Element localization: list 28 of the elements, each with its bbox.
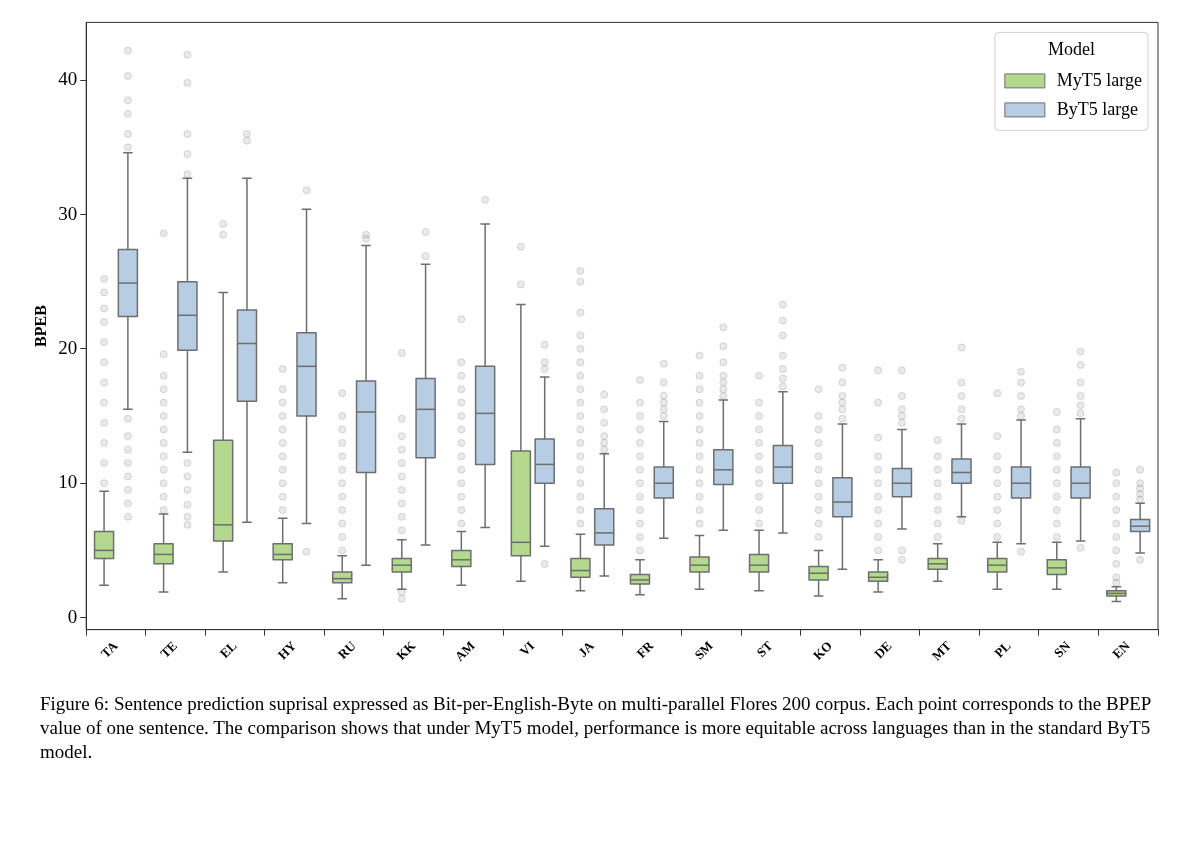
y-tick-label: 30 — [58, 202, 78, 224]
y-tick-label: 40 — [58, 68, 78, 90]
caption: Figure 6: Sentence prediction suprisal expressed as Bit-per-English-Byte on multi-parallel Flores 200 corpus. Each point corresponds to the BPEP value of one sentence. The comparison shows that under MyT5 model, performance is more equitable across languages than in the standard ByT5 model. — [40, 692, 1152, 764]
x-tick-label: JA — [574, 637, 598, 660]
x-tick-label: VI — [516, 638, 538, 659]
x-tick-label: EN — [1109, 637, 1134, 662]
y-tick-label: 10 — [58, 471, 78, 493]
y-tick-label: 0 — [67, 605, 78, 627]
x-tick-label: SN — [1050, 637, 1074, 661]
y-axis-title: BPEB — [31, 304, 49, 347]
legend-label: MyT5 large — [1056, 69, 1143, 90]
x-tick-label: HY — [274, 637, 300, 663]
x-tick-label: FR — [633, 637, 657, 661]
x-tick-label: EL — [216, 637, 240, 661]
x-tick-label: KK — [393, 637, 419, 663]
y-tick-label: 20 — [58, 336, 78, 358]
x-tick-label: TE — [157, 638, 181, 661]
legend-label: ByT5 large — [1056, 98, 1139, 119]
x-tick-label: RU — [334, 637, 360, 662]
x-tick-label: MT — [928, 637, 955, 664]
x-tick-label: PL — [991, 637, 1014, 661]
x-tick-label: SM — [691, 638, 716, 663]
x-tick-label: DE — [871, 638, 895, 662]
legend-title: Model — [1047, 39, 1095, 60]
x-tick-label: TA — [97, 637, 121, 661]
x-tick-label: AM — [451, 638, 478, 664]
x-tick-label: ST — [753, 637, 776, 660]
x-tick-label: KO — [810, 638, 835, 663]
